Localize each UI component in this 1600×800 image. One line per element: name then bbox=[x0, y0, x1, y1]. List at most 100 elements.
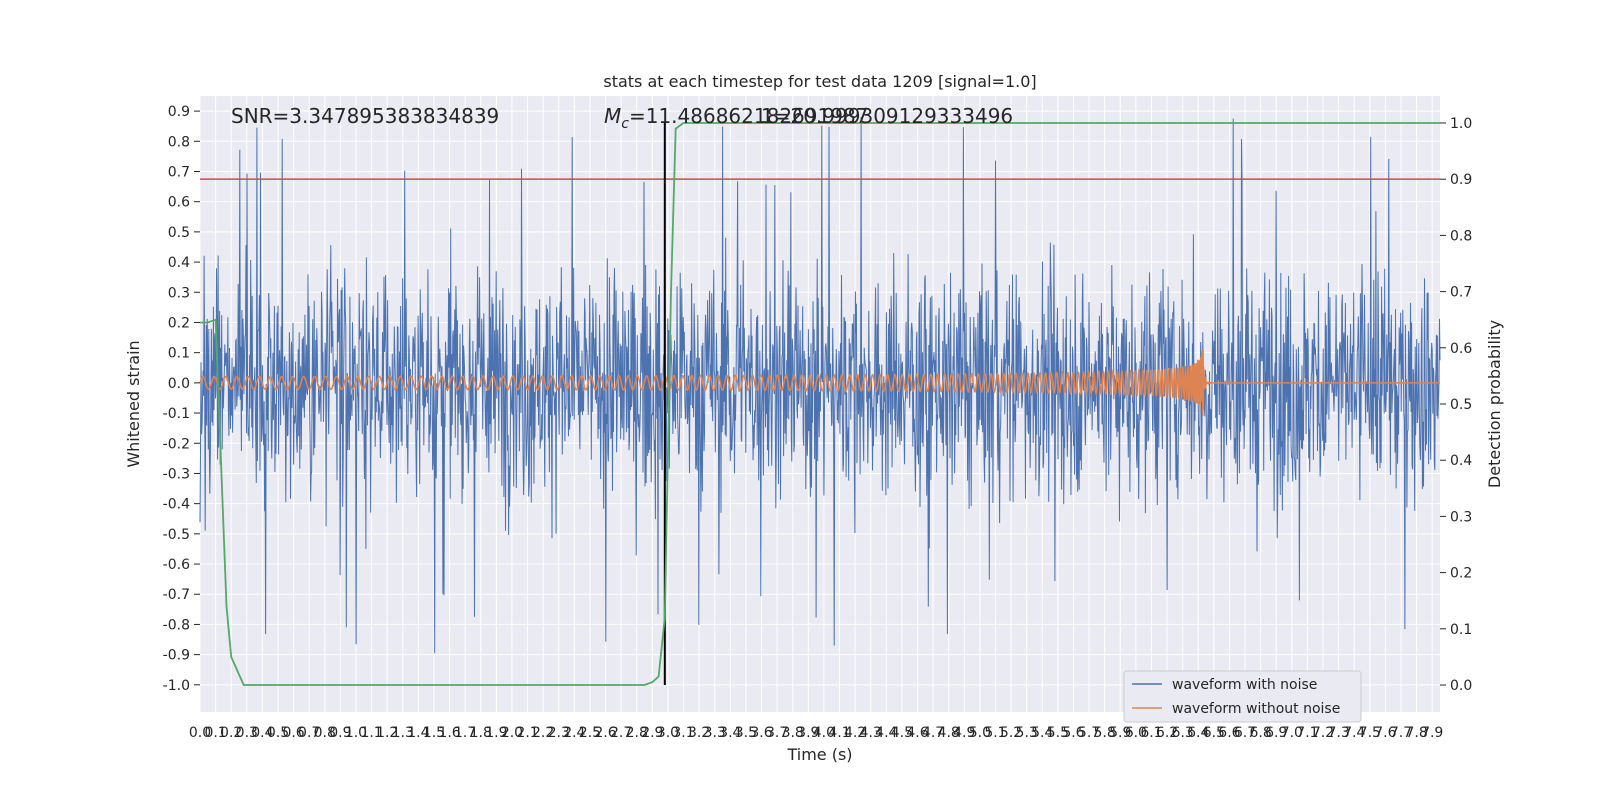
x-tick-label: 6.6 bbox=[1218, 725, 1240, 741]
y-tick-label-right: 1.0 bbox=[1450, 116, 1472, 132]
x-tick-label: 4.2 bbox=[844, 725, 866, 741]
x-tick-label: 0.9 bbox=[329, 725, 351, 741]
y-tick-label-left: -0.6 bbox=[163, 557, 190, 573]
x-tick-label: 5.2 bbox=[1000, 725, 1022, 741]
x-tick-label: 3.2 bbox=[688, 725, 710, 741]
x-tick-label: 4.7 bbox=[922, 725, 944, 741]
x-tick-label: 4.0 bbox=[813, 725, 835, 741]
y-tick-label-right: 0.9 bbox=[1450, 172, 1472, 188]
y-tick-label-right: 0.5 bbox=[1450, 397, 1472, 413]
x-tick-label: 5.3 bbox=[1016, 725, 1038, 741]
x-tick-label: 3.8 bbox=[782, 725, 804, 741]
x-tick-label: 0.1 bbox=[204, 725, 226, 741]
y-tick-label-right: 0.3 bbox=[1450, 509, 1472, 525]
x-tick-label: 5.5 bbox=[1047, 725, 1069, 741]
y-tick-label-right: 0.1 bbox=[1450, 622, 1472, 638]
x-tick-label: 6.7 bbox=[1234, 725, 1256, 741]
x-tick-label: 1.4 bbox=[407, 725, 429, 741]
y-tick-label-left: 0.6 bbox=[168, 195, 190, 211]
x-tick-label: 4.6 bbox=[906, 725, 928, 741]
x-tick-label: 5.1 bbox=[984, 725, 1006, 741]
x-tick-label: 2.1 bbox=[516, 725, 538, 741]
x-tick-label: 0.0 bbox=[189, 725, 211, 741]
x-tick-label: 3.0 bbox=[657, 725, 679, 741]
y-tick-label-left: -0.1 bbox=[163, 406, 190, 422]
probability-line bbox=[200, 122, 1440, 686]
x-tick-label: 5.6 bbox=[1062, 725, 1084, 741]
x-tick-label: 7.2 bbox=[1312, 725, 1334, 741]
y-tick-label-right: 0.8 bbox=[1450, 228, 1472, 244]
y-tick-label-right: 0.0 bbox=[1450, 678, 1472, 694]
x-tick-label: 7.3 bbox=[1327, 725, 1349, 741]
x-tick-label: 7.1 bbox=[1296, 725, 1318, 741]
x-tick-label: 6.0 bbox=[1125, 725, 1147, 741]
x-tick-label: 0.4 bbox=[251, 725, 273, 741]
y-tick-label-left: -0.9 bbox=[163, 648, 190, 664]
x-tick-label: 4.4 bbox=[875, 725, 897, 741]
y-tick-label-left: -0.5 bbox=[163, 527, 190, 543]
x-tick-label: 0.7 bbox=[298, 725, 320, 741]
y-tick-label-left: 0.8 bbox=[168, 134, 190, 150]
x-tick-label: 0.2 bbox=[220, 725, 242, 741]
y-tick-label-left: 0.5 bbox=[168, 225, 190, 241]
chart-title: stats at each timestep for test data 120… bbox=[603, 72, 1036, 91]
y-tick-label-left: 0.3 bbox=[168, 285, 190, 301]
x-tick-label: 1.0 bbox=[345, 725, 367, 741]
y-tick-label-right: 0.4 bbox=[1450, 453, 1472, 469]
x-tick-label: 2.9 bbox=[641, 725, 663, 741]
x-tick-label: 2.5 bbox=[579, 725, 601, 741]
x-axis-label: Time (s) bbox=[786, 745, 852, 764]
x-tick-label: 2.6 bbox=[594, 725, 616, 741]
x-tick-label: 4.8 bbox=[938, 725, 960, 741]
x-tick-label: 2.0 bbox=[501, 725, 523, 741]
y-tick-label-right: 0.6 bbox=[1450, 341, 1472, 357]
x-tick-label: 2.2 bbox=[532, 725, 554, 741]
x-tick-label: 1.1 bbox=[360, 725, 382, 741]
x-tick-label: 4.3 bbox=[860, 725, 882, 741]
x-tick-label: 0.5 bbox=[267, 725, 289, 741]
x-tick-label: 2.8 bbox=[626, 725, 648, 741]
x-tick-label: 7.5 bbox=[1359, 725, 1381, 741]
x-tick-label: 1.8 bbox=[470, 725, 492, 741]
x-tick-label: 3.7 bbox=[766, 725, 788, 741]
x-tick-label: 1.6 bbox=[438, 725, 460, 741]
x-tick-label: 3.3 bbox=[704, 725, 726, 741]
x-tick-label: 1.2 bbox=[376, 725, 398, 741]
x-tick-label: 1.9 bbox=[485, 725, 507, 741]
chirp-mass-symbol: M bbox=[604, 104, 621, 128]
x-tick-label: 5.7 bbox=[1078, 725, 1100, 741]
x-tick-label: 2.4 bbox=[563, 725, 585, 741]
x-tick-label: 1.3 bbox=[392, 725, 414, 741]
y-tick-label-left: -1.0 bbox=[163, 678, 190, 694]
noise-waveform-line bbox=[199, 117, 1441, 654]
x-tick-label: 7.9 bbox=[1421, 725, 1443, 741]
x-tick-label: 6.1 bbox=[1140, 725, 1162, 741]
x-tick-label: 1.7 bbox=[454, 725, 476, 741]
x-tick-label: 2.3 bbox=[548, 725, 570, 741]
x-tick-label: 3.4 bbox=[719, 725, 741, 741]
y-tick-label-left: 0.0 bbox=[168, 376, 190, 392]
x-tick-label: 2.7 bbox=[610, 725, 632, 741]
x-tick-label: 7.0 bbox=[1281, 725, 1303, 741]
x-tick-label: 5.0 bbox=[969, 725, 991, 741]
y-axis-label-left: Whitened strain bbox=[124, 340, 143, 467]
series-waveform-without-noise bbox=[199, 349, 1440, 416]
y-axis-label-right: Detection probability bbox=[1485, 320, 1504, 488]
clean-waveform-line bbox=[199, 349, 1440, 416]
y-tick-label-left: -0.3 bbox=[163, 466, 190, 482]
x-tick-label: 4.1 bbox=[828, 725, 850, 741]
x-tick-label: 4.9 bbox=[953, 725, 975, 741]
x-tick-label: 6.2 bbox=[1156, 725, 1178, 741]
x-tick-label: 3.6 bbox=[750, 725, 772, 741]
y-tick-label-left: 0.4 bbox=[168, 255, 190, 271]
legend-clean-label: waveform without noise bbox=[1172, 701, 1340, 717]
y-tick-label-left: -0.8 bbox=[163, 617, 190, 633]
series-detection-probability bbox=[200, 122, 1440, 686]
y-tick-label-right: 0.2 bbox=[1450, 566, 1472, 582]
x-tick-label: 0.6 bbox=[282, 725, 304, 741]
y-tick-label-left: 0.9 bbox=[168, 104, 190, 120]
x-tick-label: 5.4 bbox=[1031, 725, 1053, 741]
overlap-annotation: 1=20.999309129333496 bbox=[761, 104, 1013, 128]
tick-labels: 0.00.10.20.30.40.50.60.70.80.91.01.11.21… bbox=[163, 104, 1473, 741]
legend: waveform with noise waveform without noi… bbox=[1123, 670, 1362, 723]
